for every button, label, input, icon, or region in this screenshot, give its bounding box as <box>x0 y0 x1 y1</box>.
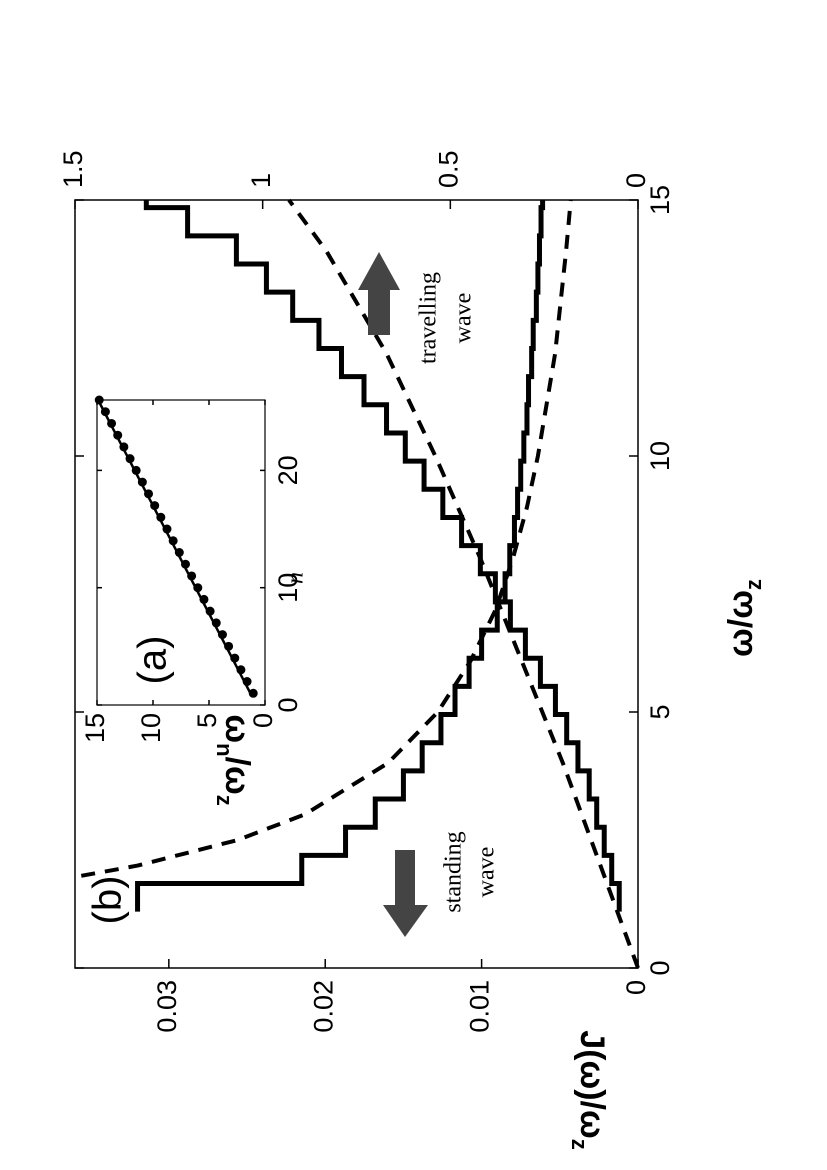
data-point <box>248 688 258 698</box>
annotation: wave <box>474 847 500 898</box>
panel-label: (b) <box>86 876 130 925</box>
y-tick-label: 5 <box>192 713 222 728</box>
inset-y-axis-label-part: ω <box>218 714 256 743</box>
y2-tick-label: 1.5 <box>58 150 88 188</box>
y-axis-label: J(ω)/ωz <box>567 1030 611 1149</box>
y2-tick-label: 0.5 <box>433 150 463 188</box>
y-tick-label: 0.03 <box>152 980 182 1033</box>
dashed-line <box>80 199 573 878</box>
inset-x-axis-label: n <box>283 572 309 584</box>
inset-y-axis-label-subscript: z <box>212 795 237 806</box>
x-tick-label: 0 <box>273 697 303 712</box>
y2-tick-label: 1 <box>246 173 276 188</box>
x-axis-label: ω/ωz <box>722 579 766 657</box>
y-tick-label: 0 <box>248 713 278 728</box>
x-tick-label: 10 <box>273 573 303 603</box>
plot-frame <box>96 399 266 706</box>
plot-frame <box>74 199 639 969</box>
y-tick-label: 0.02 <box>308 980 338 1033</box>
step-line <box>143 200 622 912</box>
step-line <box>135 200 546 912</box>
x-axis-label-subscript: z <box>741 579 766 590</box>
annotation: standing <box>441 831 467 912</box>
standing-arrow <box>383 850 428 937</box>
y-tick-label: 0 <box>621 980 651 995</box>
inset-y-axis-label-part: /ω <box>218 757 256 795</box>
x-tick-label: 0 <box>645 960 675 975</box>
y-axis-label-subscript: z <box>567 1139 592 1150</box>
annotation: wave <box>451 293 477 344</box>
inset-y-axis-label-subscript: n <box>212 743 237 756</box>
main-plot: 05101500.010.020.0300.511.5ω/ωzJ(ω)/ωz(b… <box>58 150 766 1149</box>
x-tick-label: 20 <box>273 455 303 485</box>
annotation: travelling <box>416 272 442 364</box>
y-tick-label: 10 <box>136 713 166 743</box>
inset-y-axis-label: ωn/ωz <box>212 714 256 805</box>
y2-tick-label: 0 <box>621 173 651 188</box>
x-axis-label-part: ω/ω <box>722 590 760 657</box>
inset-panel-label: (a) <box>131 636 175 685</box>
y-tick-label: 0.01 <box>465 980 495 1033</box>
y-axis-label-part: J(ω)/ω <box>573 1030 611 1138</box>
x-tick-label: 5 <box>645 704 675 719</box>
x-tick-label: 10 <box>645 441 675 471</box>
y-tick-label: 15 <box>80 713 110 743</box>
solid-line <box>97 399 252 694</box>
x-tick-label: 15 <box>645 185 675 215</box>
dashed-line <box>287 198 640 969</box>
travelling-arrow <box>358 252 400 335</box>
